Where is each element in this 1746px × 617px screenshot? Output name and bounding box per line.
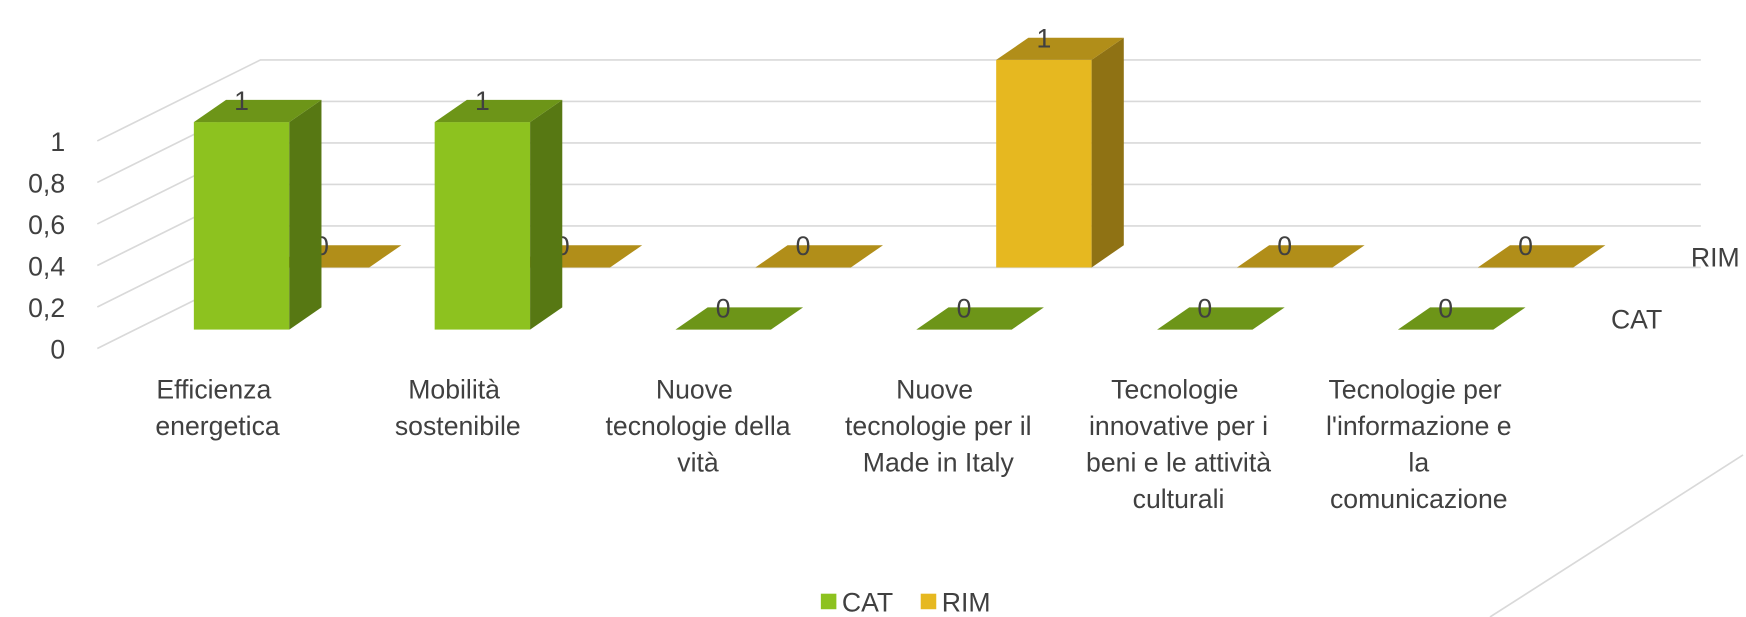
bar	[675, 307, 804, 330]
data-label: 0	[1277, 231, 1292, 261]
bar-top	[434, 99, 563, 123]
bar-top	[755, 245, 883, 268]
data-label: 0	[796, 231, 811, 261]
bar-top	[996, 37, 1124, 60]
x-tick-label: Nuove tecnologie della vità	[598, 374, 791, 477]
grid-line	[96, 59, 1701, 142]
y-tick-label: 0,4	[28, 251, 65, 281]
y-tick-label: 1	[50, 127, 65, 157]
y-tick-label: 0	[50, 334, 65, 364]
data-label: 1	[1036, 24, 1051, 54]
grid-line	[96, 100, 1701, 184]
depth-axis-label: RIM	[1691, 242, 1740, 272]
data-label: 1	[475, 86, 490, 116]
legend-label: CAT	[842, 587, 893, 617]
x-tick-label: Nuove tecnologie per il Made in Italy	[838, 374, 1032, 477]
bar	[755, 245, 883, 268]
bar-top	[675, 307, 804, 330]
bar	[1236, 245, 1365, 268]
bar-top	[1157, 307, 1285, 330]
bar	[434, 99, 563, 330]
bar-top	[1397, 307, 1526, 330]
y-tick-label: 0,6	[28, 210, 65, 240]
bar-top	[916, 307, 1044, 330]
x-tick-label: Efficienza energetica	[148, 374, 280, 441]
bar-top	[1236, 245, 1365, 268]
x-tick-label: Mobilità sostenibile	[387, 374, 520, 441]
legend-label: RIM	[942, 587, 991, 617]
bar	[193, 99, 322, 330]
bar-top	[193, 99, 322, 123]
bar	[1477, 245, 1606, 268]
data-label: 0	[716, 293, 731, 323]
data-label: 0	[1197, 293, 1212, 323]
bar-front	[434, 122, 531, 330]
x-tick-label: Tecnologie innovative per i beni e le at…	[1079, 374, 1272, 514]
bar-front	[193, 122, 290, 330]
data-label: 1	[234, 86, 249, 116]
data-label: 0	[1438, 293, 1453, 323]
frame-line	[1489, 454, 1744, 617]
data-label: 0	[1518, 231, 1533, 261]
bar	[916, 307, 1044, 330]
legend-swatch	[820, 593, 837, 610]
bar-top	[1477, 245, 1606, 268]
bar	[996, 37, 1124, 268]
bar-side	[1091, 37, 1124, 268]
bar-side	[530, 99, 563, 330]
bar-front	[996, 59, 1092, 268]
bar	[1397, 307, 1526, 330]
grid-line	[96, 142, 1701, 225]
data-label: 0	[957, 293, 972, 323]
legend-swatch	[920, 593, 937, 610]
y-tick-label: 0,8	[28, 168, 65, 198]
bar	[1157, 307, 1285, 330]
x-tick-label: Tecnologie per l'informazione e la comun…	[1319, 374, 1512, 514]
y-tick-label: 0,2	[28, 293, 65, 323]
bar-side	[289, 99, 322, 330]
depth-axis-label: CAT	[1611, 304, 1662, 334]
